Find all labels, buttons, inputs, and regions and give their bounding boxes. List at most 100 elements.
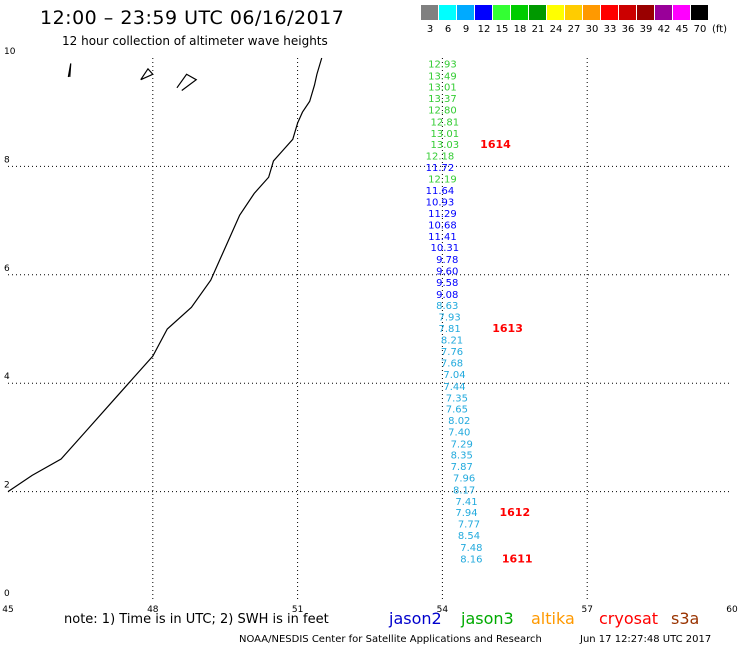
wave-height-value: 8.63 xyxy=(436,301,458,312)
generated-timestamp: Jun 17 12:27:48 UTC 2017 xyxy=(580,634,712,645)
legend-swatch-70 xyxy=(691,5,708,20)
pass-time-label: 1612 xyxy=(499,506,530,519)
legend-label-70: 70 xyxy=(693,24,707,35)
pass-time-label: 1614 xyxy=(480,138,511,151)
wave-height-value: 7.81 xyxy=(439,324,461,335)
legend-swatch-15 xyxy=(493,5,510,20)
wave-height-value: 12.81 xyxy=(430,117,459,128)
chart-subtitle: 12 hour collection of altimeter wave hei… xyxy=(62,34,328,48)
legend-swatch-3 xyxy=(421,5,438,20)
y-tick-label: 10 xyxy=(4,47,16,57)
wave-height-value: 7.40 xyxy=(448,427,470,438)
legend-label-24: 24 xyxy=(549,24,563,35)
wave-height-value: 12.80 xyxy=(428,105,457,116)
wave-height-value: 8.21 xyxy=(441,335,463,346)
coastline xyxy=(7,57,323,493)
wave-height-value: 8.17 xyxy=(453,485,475,496)
legend-swatch-33 xyxy=(601,5,618,20)
satellite-legend-s3a: s3a xyxy=(671,609,700,628)
legend-label-27: 27 xyxy=(567,24,581,35)
chart-title: 12:00 – 23:59 UTC 06/16/2017 xyxy=(40,7,345,29)
satellite-legend-jason2: jason2 xyxy=(389,609,442,628)
wave-height-value: 7.76 xyxy=(441,347,463,358)
wave-height-value: 7.65 xyxy=(446,405,468,416)
legend-label-21: 21 xyxy=(531,24,545,35)
legend-swatch-39 xyxy=(637,5,654,20)
legend-label-45: 45 xyxy=(675,24,689,35)
legend-swatch-45 xyxy=(673,5,690,20)
wave-height-value: 7.41 xyxy=(455,497,477,508)
satellite-legend-jason3: jason3 xyxy=(461,609,514,628)
y-tick-label: 0 xyxy=(4,589,10,599)
legend-swatch-36 xyxy=(619,5,636,20)
legend-swatch-6 xyxy=(439,5,456,20)
wave-height-value: 7.35 xyxy=(446,393,468,404)
legend-unit: (ft) xyxy=(712,24,728,35)
credit-line: NOAA/NESDIS Center for Satellite Applica… xyxy=(239,634,542,645)
pass-time-label: 1613 xyxy=(492,322,523,335)
wave-height-value: 12.18 xyxy=(426,152,455,163)
wave-height-value: 12.93 xyxy=(428,59,457,70)
legend-swatch-9 xyxy=(457,5,474,20)
x-tick-label: 51 xyxy=(292,605,303,615)
wave-height-value: 10.31 xyxy=(430,243,459,254)
wave-height-value: 8.35 xyxy=(451,451,473,462)
legend-swatch-30 xyxy=(583,5,600,20)
wave-height-value: 13.37 xyxy=(428,94,457,105)
x-tick-label: 57 xyxy=(581,605,592,615)
legend-swatch-27 xyxy=(565,5,582,20)
island-outline xyxy=(176,73,198,92)
wave-height-value: 7.68 xyxy=(441,359,463,370)
satellite-legend-altika: altika xyxy=(531,609,575,628)
wave-height-value: 11.64 xyxy=(426,186,455,197)
wave-height-value: 9.08 xyxy=(436,290,458,301)
legend-label-42: 42 xyxy=(657,24,671,35)
wave-height-value: 7.93 xyxy=(439,313,461,324)
wave-height-value: 9.78 xyxy=(436,255,458,266)
wave-height-value: 7.29 xyxy=(451,439,473,450)
y-tick-label: 8 xyxy=(4,155,10,165)
y-tick-label: 2 xyxy=(4,481,10,491)
legend-label-18: 18 xyxy=(513,24,527,35)
legend-swatch-42 xyxy=(655,5,672,20)
wave-height-value: 13.01 xyxy=(428,83,457,94)
wave-height-value: 7.04 xyxy=(443,370,465,381)
island-outline xyxy=(140,67,154,81)
y-tick-label: 4 xyxy=(4,372,10,382)
wave-height-value: 9.60 xyxy=(436,266,458,277)
wave-height-value: 7.77 xyxy=(458,520,480,531)
x-tick-label: 48 xyxy=(147,605,159,615)
pass-time-label: 1611 xyxy=(502,552,533,565)
legend-label-9: 9 xyxy=(462,24,470,35)
legend-label-30: 30 xyxy=(585,24,599,35)
wave-height-value: 7.96 xyxy=(453,474,475,485)
x-tick-label: 54 xyxy=(437,605,449,615)
footnote: note: 1) Time is in UTC; 2) SWH is in fe… xyxy=(64,612,329,627)
legend-label-12: 12 xyxy=(477,24,491,35)
wave-height-value: 8.02 xyxy=(448,416,470,427)
wave-height-value: 10.93 xyxy=(426,198,455,209)
legend-swatch-12 xyxy=(475,5,492,20)
wave-height-value: 12.19 xyxy=(428,174,457,185)
wave-height-value: 11.29 xyxy=(428,209,457,220)
legend-label-36: 36 xyxy=(621,24,635,35)
x-tick-label: 45 xyxy=(2,605,13,615)
wave-height-value: 13.49 xyxy=(428,71,457,82)
legend-swatch-18 xyxy=(511,5,528,20)
legend-label-3: 3 xyxy=(426,24,434,35)
y-tick-label: 6 xyxy=(4,264,10,274)
legend-swatch-21 xyxy=(529,5,546,20)
wave-height-value: 7.44 xyxy=(443,382,465,393)
island-outline xyxy=(67,63,72,78)
legend-label-39: 39 xyxy=(639,24,653,35)
wave-height-value: 13.01 xyxy=(430,129,459,140)
wave-height-value: 7.94 xyxy=(455,508,477,519)
legend-label-6: 6 xyxy=(444,24,452,35)
satellite-legend-cryosat: cryosat xyxy=(599,609,659,628)
wave-height-value: 8.16 xyxy=(460,554,482,565)
wave-height-value: 11.41 xyxy=(428,232,457,243)
wave-height-value: 7.87 xyxy=(451,462,473,473)
wave-height-value: 9.58 xyxy=(436,278,458,289)
x-tick-label: 60 xyxy=(726,605,738,615)
